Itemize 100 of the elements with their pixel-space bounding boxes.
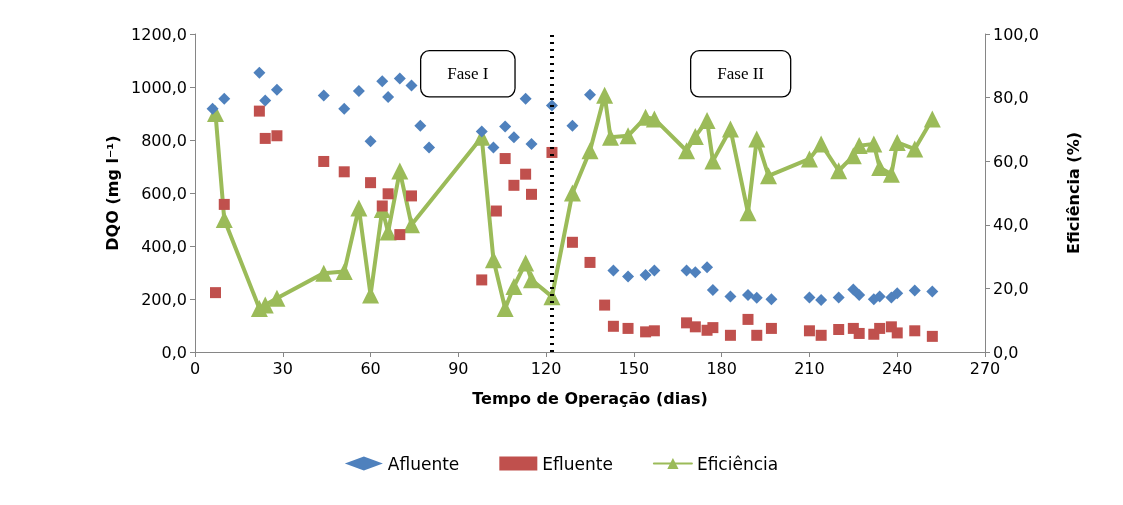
x-axis-title: Tempo de Operação (dias) [472,388,708,408]
point [853,327,865,339]
point [882,165,900,183]
point [487,141,500,154]
point [271,130,283,142]
point [607,320,619,332]
y2-tick-label: 80,0 [993,88,1029,108]
point [318,155,330,167]
point [584,256,596,268]
y-axis-title: DQO (mg l⁻¹) [102,135,122,251]
point [689,266,702,279]
point [891,287,904,300]
point [270,83,283,96]
point [253,66,266,79]
point [599,299,611,311]
point [563,184,581,202]
point [601,128,619,146]
point [508,179,520,191]
point [639,268,652,281]
y-tick-label: 1200,0 [131,24,187,44]
point [376,75,389,88]
point [800,150,818,168]
point [209,287,221,299]
point [406,190,418,202]
point [742,313,754,325]
point [645,110,663,128]
y-tick-label: 800,0 [141,130,187,150]
point [704,152,722,170]
point [815,329,827,341]
point [619,127,637,145]
y-tick-label: 0,0 [161,342,187,362]
point [475,125,488,138]
point [891,327,903,339]
point [908,284,921,297]
point [581,142,599,160]
point [476,274,488,286]
x-tick-label: 60 [360,358,381,378]
point [909,325,921,337]
point [496,299,514,317]
x-tick-label: 120 [530,358,562,378]
point [522,271,540,289]
point [218,92,231,105]
point [871,159,889,177]
point [678,142,696,160]
point [607,264,620,277]
point [517,254,535,272]
point [505,277,523,295]
point [707,322,719,334]
point [382,188,394,200]
point [815,294,828,307]
x-tick-label: 90 [448,358,469,378]
y2-axis-title: Eficiência (%) [1063,132,1083,254]
point [393,72,406,85]
y2-tick-label: 40,0 [993,215,1029,235]
point [830,162,848,180]
x-tick-label: 150 [618,358,650,378]
point [405,79,418,92]
point [317,89,330,102]
point [490,205,502,217]
point [689,321,701,333]
point [742,289,754,302]
point [680,264,693,277]
point [218,198,230,210]
point [519,92,532,105]
point [724,290,737,303]
point [394,229,406,241]
point [335,263,353,281]
point [364,135,377,148]
annotation: Fase II [717,64,765,84]
point [750,291,763,304]
legend-label: Afluente [387,453,460,474]
point [706,283,719,296]
point [268,289,286,307]
legend-label: Efluente [542,453,613,474]
point [338,166,350,178]
point [391,162,409,180]
point [765,293,778,306]
x-tick-label: 30 [272,358,293,378]
x-tick-label: 180 [706,358,737,378]
point [414,119,427,132]
y2-tick-label: 100,0 [993,24,1039,44]
point [724,329,736,341]
annotation: Fase I [447,64,489,84]
point [403,216,421,234]
point [906,140,924,158]
x-tick-label: 0 [189,358,201,378]
point [484,251,502,269]
point [365,177,377,189]
point [338,102,351,115]
y2-tick-label: 20,0 [993,278,1029,298]
y-tick-label: 200,0 [141,289,187,309]
legend-label: Eficiência [696,453,779,474]
point [566,119,579,132]
point [596,86,614,104]
point [874,322,886,334]
y-tick-label: 600,0 [141,183,187,203]
point [253,105,265,117]
point [376,200,388,212]
point [803,325,815,337]
y-tick-label: 1000,0 [131,77,187,97]
